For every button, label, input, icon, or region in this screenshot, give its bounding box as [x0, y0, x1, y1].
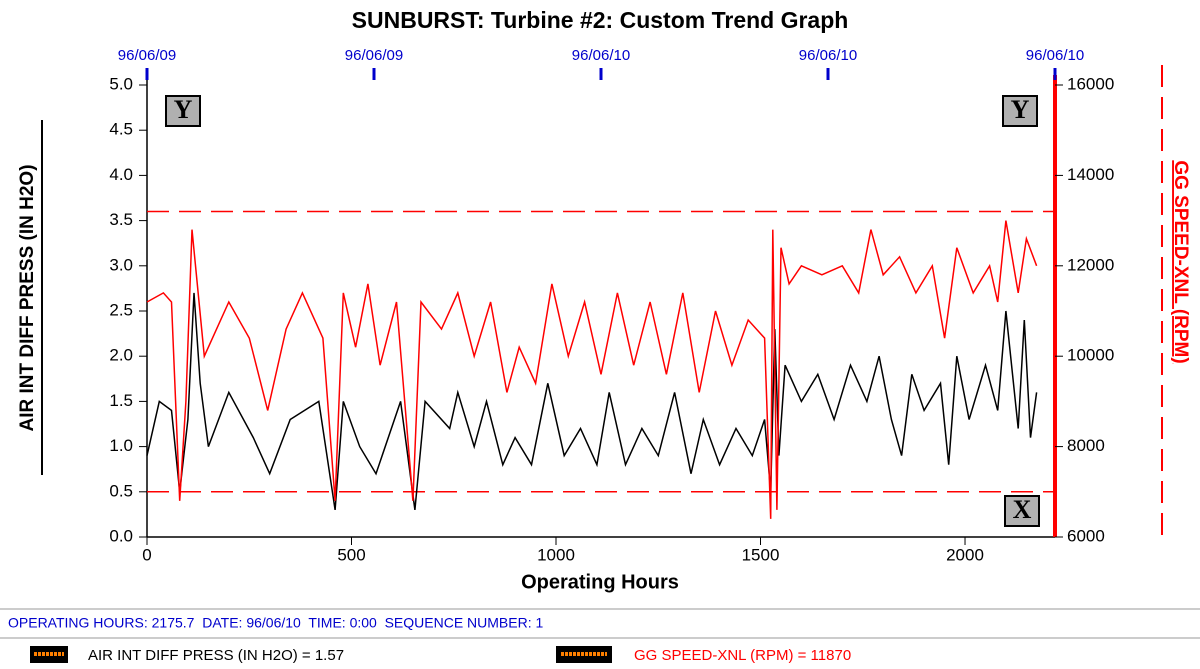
plot-area: 0.0 0.5 1.0 1.5 2.0 2.5 3.0 3.5 4.0 4.5 5.0 6000 800…	[109, 47, 1114, 565]
series-line	[146, 292, 1038, 511]
y2-tick-label: 10000	[1067, 346, 1114, 365]
y2-tick-label: 16000	[1067, 74, 1114, 93]
date-tick-label: 96/06/10	[572, 47, 630, 64]
date-tick-label: 96/06/09	[118, 47, 176, 64]
y-tick-label: 0.5	[109, 481, 133, 500]
series-line	[146, 220, 1038, 519]
x-button[interactable]: X	[1004, 495, 1040, 527]
y-tick-label: 1.0	[109, 436, 133, 455]
x-tick-label: 2000	[946, 545, 984, 564]
button-label: X	[1013, 495, 1032, 524]
y2-tick-label: 14000	[1067, 165, 1114, 184]
y-tick-label: 3.0	[109, 255, 133, 274]
date-tick-label: 96/06/10	[1026, 47, 1084, 64]
y-tick-label: 3.5	[109, 210, 133, 229]
button-label: Y	[174, 95, 193, 124]
x-axis-title: Operating Hours	[521, 571, 679, 593]
x-tick-label: 1500	[742, 545, 780, 564]
button-label: Y	[1011, 95, 1030, 124]
y-tick-label: 1.5	[109, 391, 133, 410]
y-tick-label: 4.5	[109, 120, 133, 139]
x-tick-label: 500	[337, 545, 365, 564]
y-button-left[interactable]: Y	[165, 95, 201, 127]
x-tick-label: 1000	[537, 545, 575, 564]
legend-label: AIR INT DIFF PRESS (IN H2O) = 1.57	[88, 647, 344, 664]
y2-tick-label: 6000	[1067, 526, 1105, 545]
y-tick-label: 4.0	[109, 165, 133, 184]
date-tick-label: 96/06/10	[799, 47, 857, 64]
y-tick-label: 2.5	[109, 300, 133, 319]
y-axis-title: AIR INT DIFF PRESS (IN H2O)	[17, 164, 38, 431]
chart-title: SUNBURST: Turbine #2: Custom Trend Graph	[352, 7, 849, 33]
y-tick-label: 0.0	[109, 526, 133, 545]
y2-axis-title: GG SPEED-XNL (RPM)	[1170, 160, 1191, 363]
y-tick-label: 2.0	[109, 346, 133, 365]
y2-tick-label: 8000	[1067, 436, 1105, 455]
legend-item: AIR INT DIFF PRESS (IN H2O) = 1.57	[30, 646, 344, 664]
legend-label: GG SPEED-XNL (RPM) = 11870	[634, 647, 851, 664]
y-button-right[interactable]: Y	[1002, 95, 1038, 127]
date-tick-label: 96/06/09	[345, 47, 403, 64]
y-tick-label: 5.0	[109, 74, 133, 93]
y2-tick-label: 12000	[1067, 255, 1114, 274]
x-tick-label: 0	[142, 545, 151, 564]
legend-item: GG SPEED-XNL (RPM) = 11870	[556, 646, 851, 664]
status-bar: OPERATING HOURS: 2175.7 DATE: 96/06/10 T…	[8, 615, 544, 631]
